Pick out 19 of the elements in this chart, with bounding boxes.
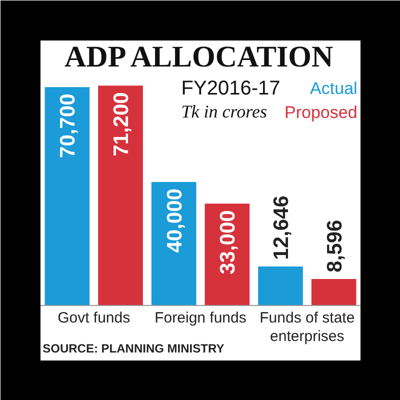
data-label: 71,200	[110, 92, 133, 156]
data-label: 33,000	[216, 210, 240, 274]
bar	[311, 278, 356, 306]
data-label: 12,646	[270, 196, 293, 260]
x-tick-label: Govt funds	[58, 309, 130, 326]
bar	[258, 266, 303, 306]
chart-subtitle: FY2016-17	[181, 77, 280, 100]
bar	[98, 86, 143, 306]
source-note: SOURCE: PLANNING MINISTRY	[42, 342, 224, 356]
annotation: Tk in crores	[181, 101, 267, 122]
chart-title: ADP ALLOCATION	[64, 40, 334, 74]
data-label: 70,700	[56, 94, 80, 158]
x-tick-label: Foreign funds	[154, 309, 246, 326]
text: Proposed	[284, 102, 358, 122]
data-label: 8,596	[323, 220, 346, 272]
bar	[44, 87, 90, 306]
text: Actual	[310, 78, 358, 98]
data-label: 40,000	[163, 188, 186, 253]
x-tick-label: Funds of state enterprises	[260, 309, 355, 345]
